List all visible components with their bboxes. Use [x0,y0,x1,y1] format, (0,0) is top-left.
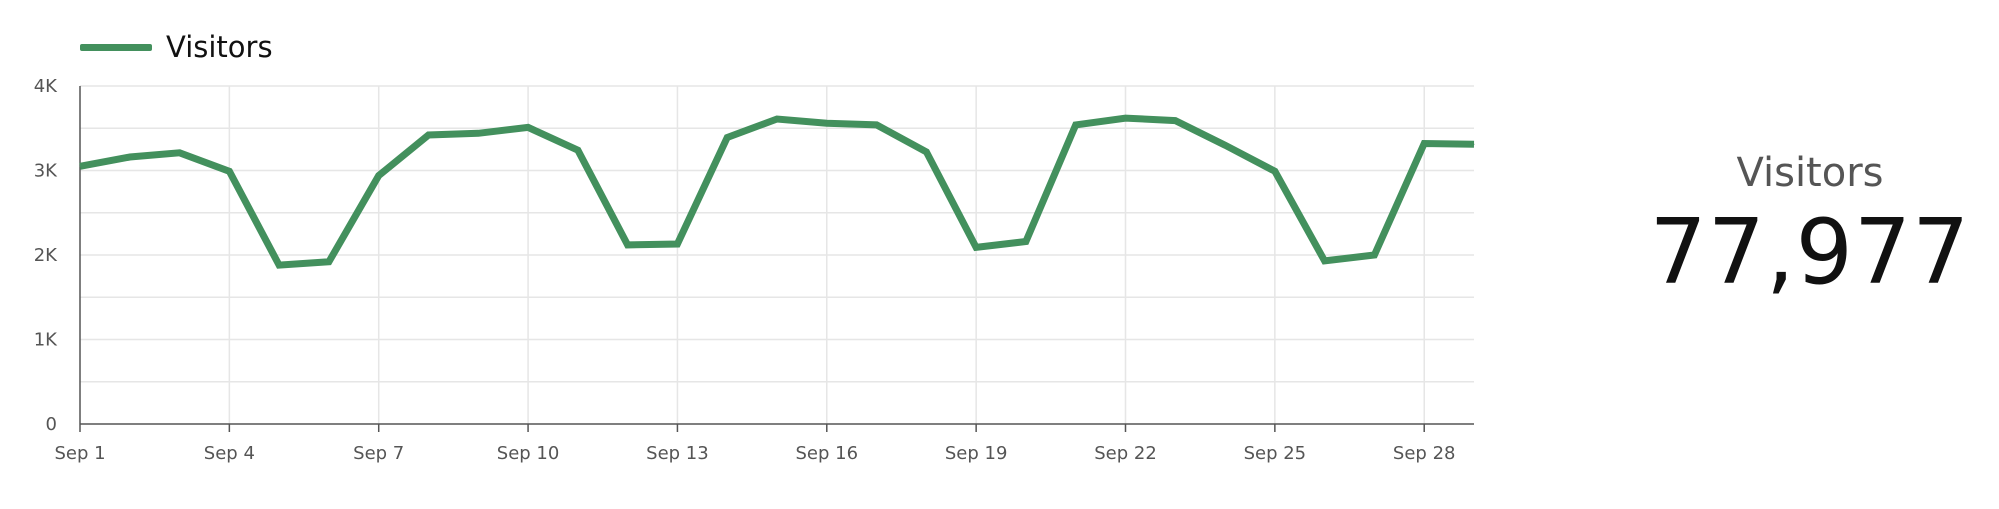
y-tick-label: 2K [34,245,58,266]
data-point [1274,170,1276,172]
data-point [1025,240,1027,242]
visitors-series-line [79,114,1475,269]
x-tick-label: Sep 1 [54,443,105,464]
data-point [1423,142,1425,144]
x-tick-label: Sep 7 [353,443,404,464]
x-tick-label: Sep 16 [796,443,859,464]
data-point [676,243,678,245]
data-point [228,170,230,172]
y-tick-label: 1K [34,330,58,351]
data-point [876,124,878,126]
x-tick-label: Sep 10 [497,443,560,464]
legend-swatch [80,43,152,51]
data-point [1125,117,1126,119]
data-point [1324,260,1326,262]
data-point [1075,124,1077,126]
data-point [925,151,927,153]
chart-legend: Visitors [80,30,273,64]
data-point [577,149,579,151]
data-point [975,246,977,248]
data-point [726,137,728,139]
data-point [79,165,81,167]
legend-label: Visitors [166,30,273,64]
y-tick-label: 0 [46,414,57,435]
data-point [1473,143,1475,145]
data-point [129,156,131,158]
x-tick-label: Sep 28 [1393,443,1456,464]
data-point [378,175,380,177]
visitors-summary: Visitors 77,977 [1600,150,1999,305]
data-point [1224,144,1226,146]
x-tick-label: Sep 13 [646,443,709,464]
x-tick-label: Sep 19 [945,443,1008,464]
data-point [1373,254,1375,256]
x-tick-label: Sep 4 [204,443,255,464]
data-point [179,152,181,154]
data-point [477,132,479,134]
summary-value: 77,977 [1649,200,1971,305]
data-point [627,244,629,246]
y-tick-label: 3K [34,161,58,182]
data-point [278,264,280,266]
visitors-line-chart: Sep 1 Sep 4 Sep 7 Sep 10 Sep 13 Sep 16 Sep 19 S… [34,76,1475,464]
x-tick-label: Sep 22 [1094,443,1157,464]
data-point [826,122,828,124]
data-point [328,261,330,263]
data-point [776,118,778,120]
summary-label: Visitors [1736,150,1884,196]
y-tick-label: 4K [34,76,58,97]
x-tick-label: Sep 25 [1244,443,1307,464]
data-point [428,134,429,136]
data-point [527,126,529,128]
data-point [1174,120,1176,122]
